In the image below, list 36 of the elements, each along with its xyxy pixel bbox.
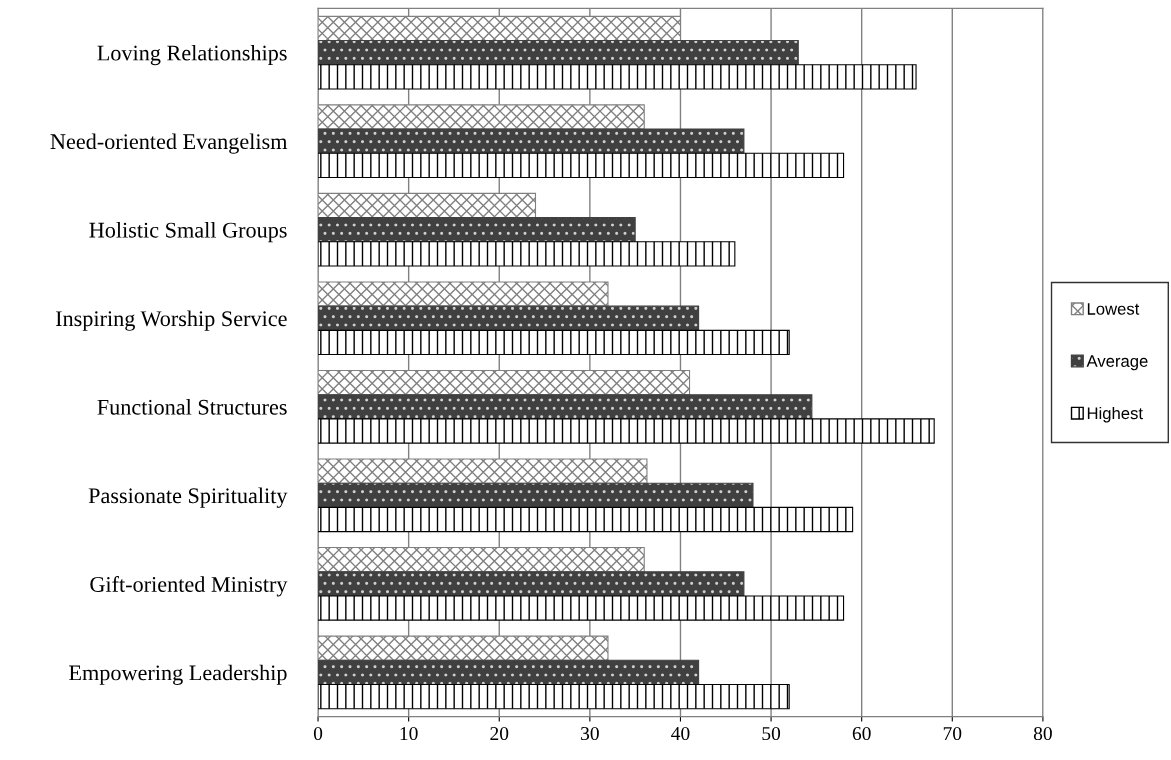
bar xyxy=(318,64,917,90)
x-tick-label: 0 xyxy=(313,726,323,741)
x-tick-label: 10 xyxy=(400,726,418,741)
bar xyxy=(318,39,799,66)
bar xyxy=(318,659,700,686)
bar xyxy=(318,482,754,508)
y-tick-label: Passionate Spirituality xyxy=(88,487,288,508)
bar xyxy=(318,418,935,444)
y-tick-label: Need-oriented Evangelism xyxy=(50,133,288,154)
bar xyxy=(318,571,745,597)
bar xyxy=(318,329,790,356)
bar xyxy=(318,683,790,710)
y-tick-label: Functional Structures xyxy=(97,399,287,415)
x-tick-label: 60 xyxy=(852,726,871,741)
legend-label: Highest xyxy=(1087,406,1143,423)
bar xyxy=(318,506,854,533)
x-tick-label: 40 xyxy=(671,726,690,741)
x-tick-label: 30 xyxy=(581,726,599,741)
legend-label: Lowest xyxy=(1087,303,1140,315)
x-tick-label: 50 xyxy=(762,726,781,741)
x-tick-label: 70 xyxy=(943,726,962,741)
y-tick-label: Gift-oriented Ministry xyxy=(90,576,288,597)
bar xyxy=(318,394,813,420)
x-tick-label: 80 xyxy=(1033,726,1052,741)
y-tick-label: Inspiring Worship Service xyxy=(55,310,287,331)
bar xyxy=(318,241,736,267)
bar xyxy=(318,217,636,243)
y-tick-label: Empowering Leadership xyxy=(69,664,287,685)
legend-label: Average xyxy=(1086,355,1148,371)
bar xyxy=(318,305,700,331)
y-tick-label: Loving Relationships xyxy=(97,44,287,66)
bar xyxy=(318,128,745,154)
x-tick-label: 20 xyxy=(490,726,509,741)
bar xyxy=(318,152,845,179)
y-tick-label: Holistic Small Groups xyxy=(89,222,287,243)
bar xyxy=(318,595,845,621)
